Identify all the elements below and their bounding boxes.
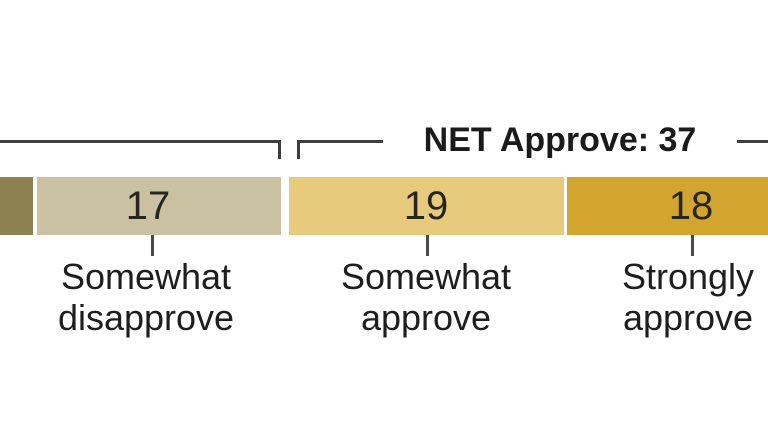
category-label-line2: disapprove bbox=[57, 297, 235, 338]
category-label-somewhat-disapprove: Somewhat disapprove bbox=[6, 256, 286, 338]
approve-bracket-line-start bbox=[297, 140, 383, 159]
leader-tick-somewhat-disapprove bbox=[151, 235, 154, 256]
leader-tick-strongly-approve bbox=[691, 235, 694, 256]
approve-bracket-line-end bbox=[737, 140, 768, 143]
segment-value-somewhat-approve: 19 bbox=[403, 184, 449, 228]
category-label-strongly-approve: Strongly approve bbox=[548, 256, 768, 338]
net-approve-annotation: NET Approve: 37 bbox=[423, 121, 697, 159]
category-label-line1: Somewhat bbox=[60, 256, 232, 297]
leader-tick-somewhat-approve bbox=[426, 235, 429, 256]
category-label-line2: approve bbox=[622, 297, 754, 338]
bar-segment-somewhat-disapprove bbox=[37, 177, 281, 235]
category-label-line2: approve bbox=[360, 297, 492, 338]
category-label-line1: Strongly bbox=[621, 256, 755, 297]
bar-segment-somewhat-approve bbox=[289, 177, 564, 235]
segment-value-somewhat-disapprove: 17 bbox=[125, 184, 171, 228]
bar-segment-strongly-approve bbox=[567, 177, 768, 235]
segment-value-strongly-approve: 18 bbox=[668, 184, 714, 228]
disapprove-bracket-line bbox=[0, 140, 281, 159]
category-label-somewhat-approve: Somewhat approve bbox=[286, 256, 566, 338]
bar-segment-strongly-disapprove-clipped bbox=[0, 177, 33, 235]
category-label-line1: Somewhat bbox=[340, 256, 512, 297]
